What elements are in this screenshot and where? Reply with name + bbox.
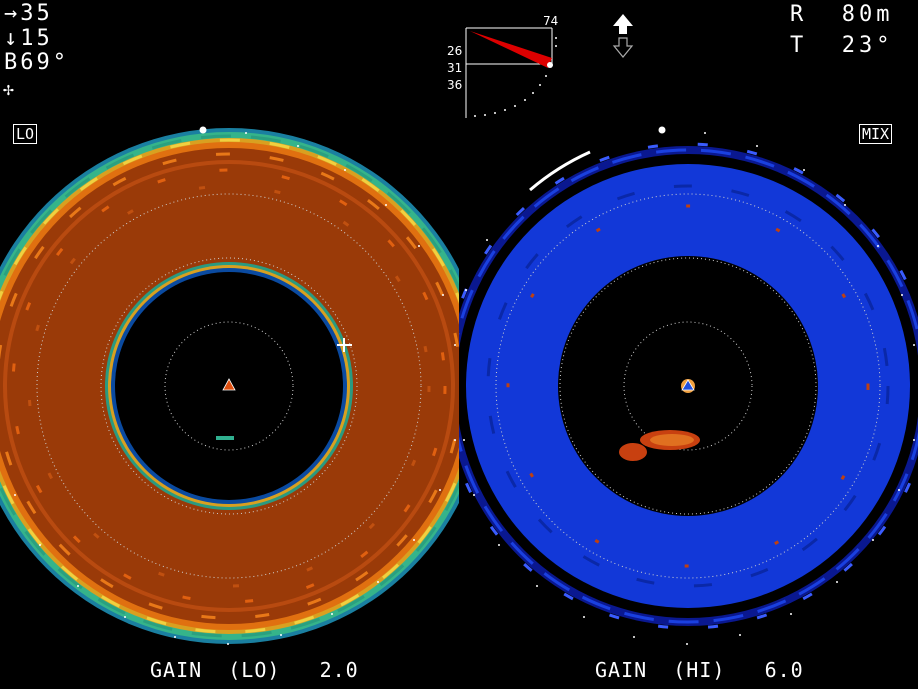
own-ship-marker-right: [681, 379, 695, 391]
left-sonar-circle[interactable]: [0, 128, 487, 644]
right-bearing-dots: [463, 126, 915, 645]
right-gain-mode: (HI): [673, 658, 726, 682]
tilt-label: T: [790, 33, 808, 58]
tilt-indicator: [465, 27, 557, 118]
left-mode-label[interactable]: LO: [13, 124, 38, 144]
bearing-readout: →35: [4, 2, 53, 26]
right-gain-value: 6.0: [764, 658, 804, 682]
right-sonar-circle[interactable]: [446, 142, 918, 630]
own-ship-marker-left: [222, 378, 236, 391]
tilt-angle-value: 69°: [20, 50, 69, 75]
up-arrow-icon: [612, 14, 634, 58]
depth-value: 15: [20, 26, 53, 51]
tilt-prefix: B: [4, 50, 21, 75]
tilt-readout: T 23°: [790, 33, 894, 58]
tilt-value: 23°: [841, 33, 894, 58]
tilt-angle-readout: B69°: [4, 51, 69, 75]
tilt-indicator-label-31: 31: [447, 61, 463, 75]
left-gain-value: 2.0: [319, 658, 359, 682]
left-gain-mode: (LO): [228, 658, 281, 682]
bearing-arrow-icon: →: [4, 1, 21, 26]
left-bearing-dots: [14, 126, 456, 645]
tilt-beam-wedge: [470, 31, 552, 68]
right-gain-label: GAIN: [595, 658, 648, 682]
fish-school-echo: [619, 430, 700, 461]
cursor-crosshair-icon[interactable]: [337, 338, 352, 352]
tilt-indicator-top-label: 74: [543, 14, 559, 28]
range-readout: R 80m: [790, 2, 894, 27]
left-gain-label: GAIN: [150, 658, 203, 682]
depth-readout: ↓15: [4, 27, 53, 51]
left-gain-readout: GAIN (LO) 2.0: [150, 658, 359, 682]
tilt-indicator-label-26: 26: [447, 44, 463, 58]
range-value: 80m: [841, 2, 894, 27]
range-label: R: [790, 2, 808, 27]
right-gain-readout: GAIN (HI) 6.0: [595, 658, 804, 682]
bearing-value: 35: [20, 1, 53, 26]
tilt-indicator-label-36: 36: [447, 78, 463, 92]
depth-arrow-icon: ↓: [4, 26, 21, 51]
right-mode-label[interactable]: MIX: [859, 124, 893, 144]
cursor-mode-icon: ✢: [3, 79, 17, 100]
